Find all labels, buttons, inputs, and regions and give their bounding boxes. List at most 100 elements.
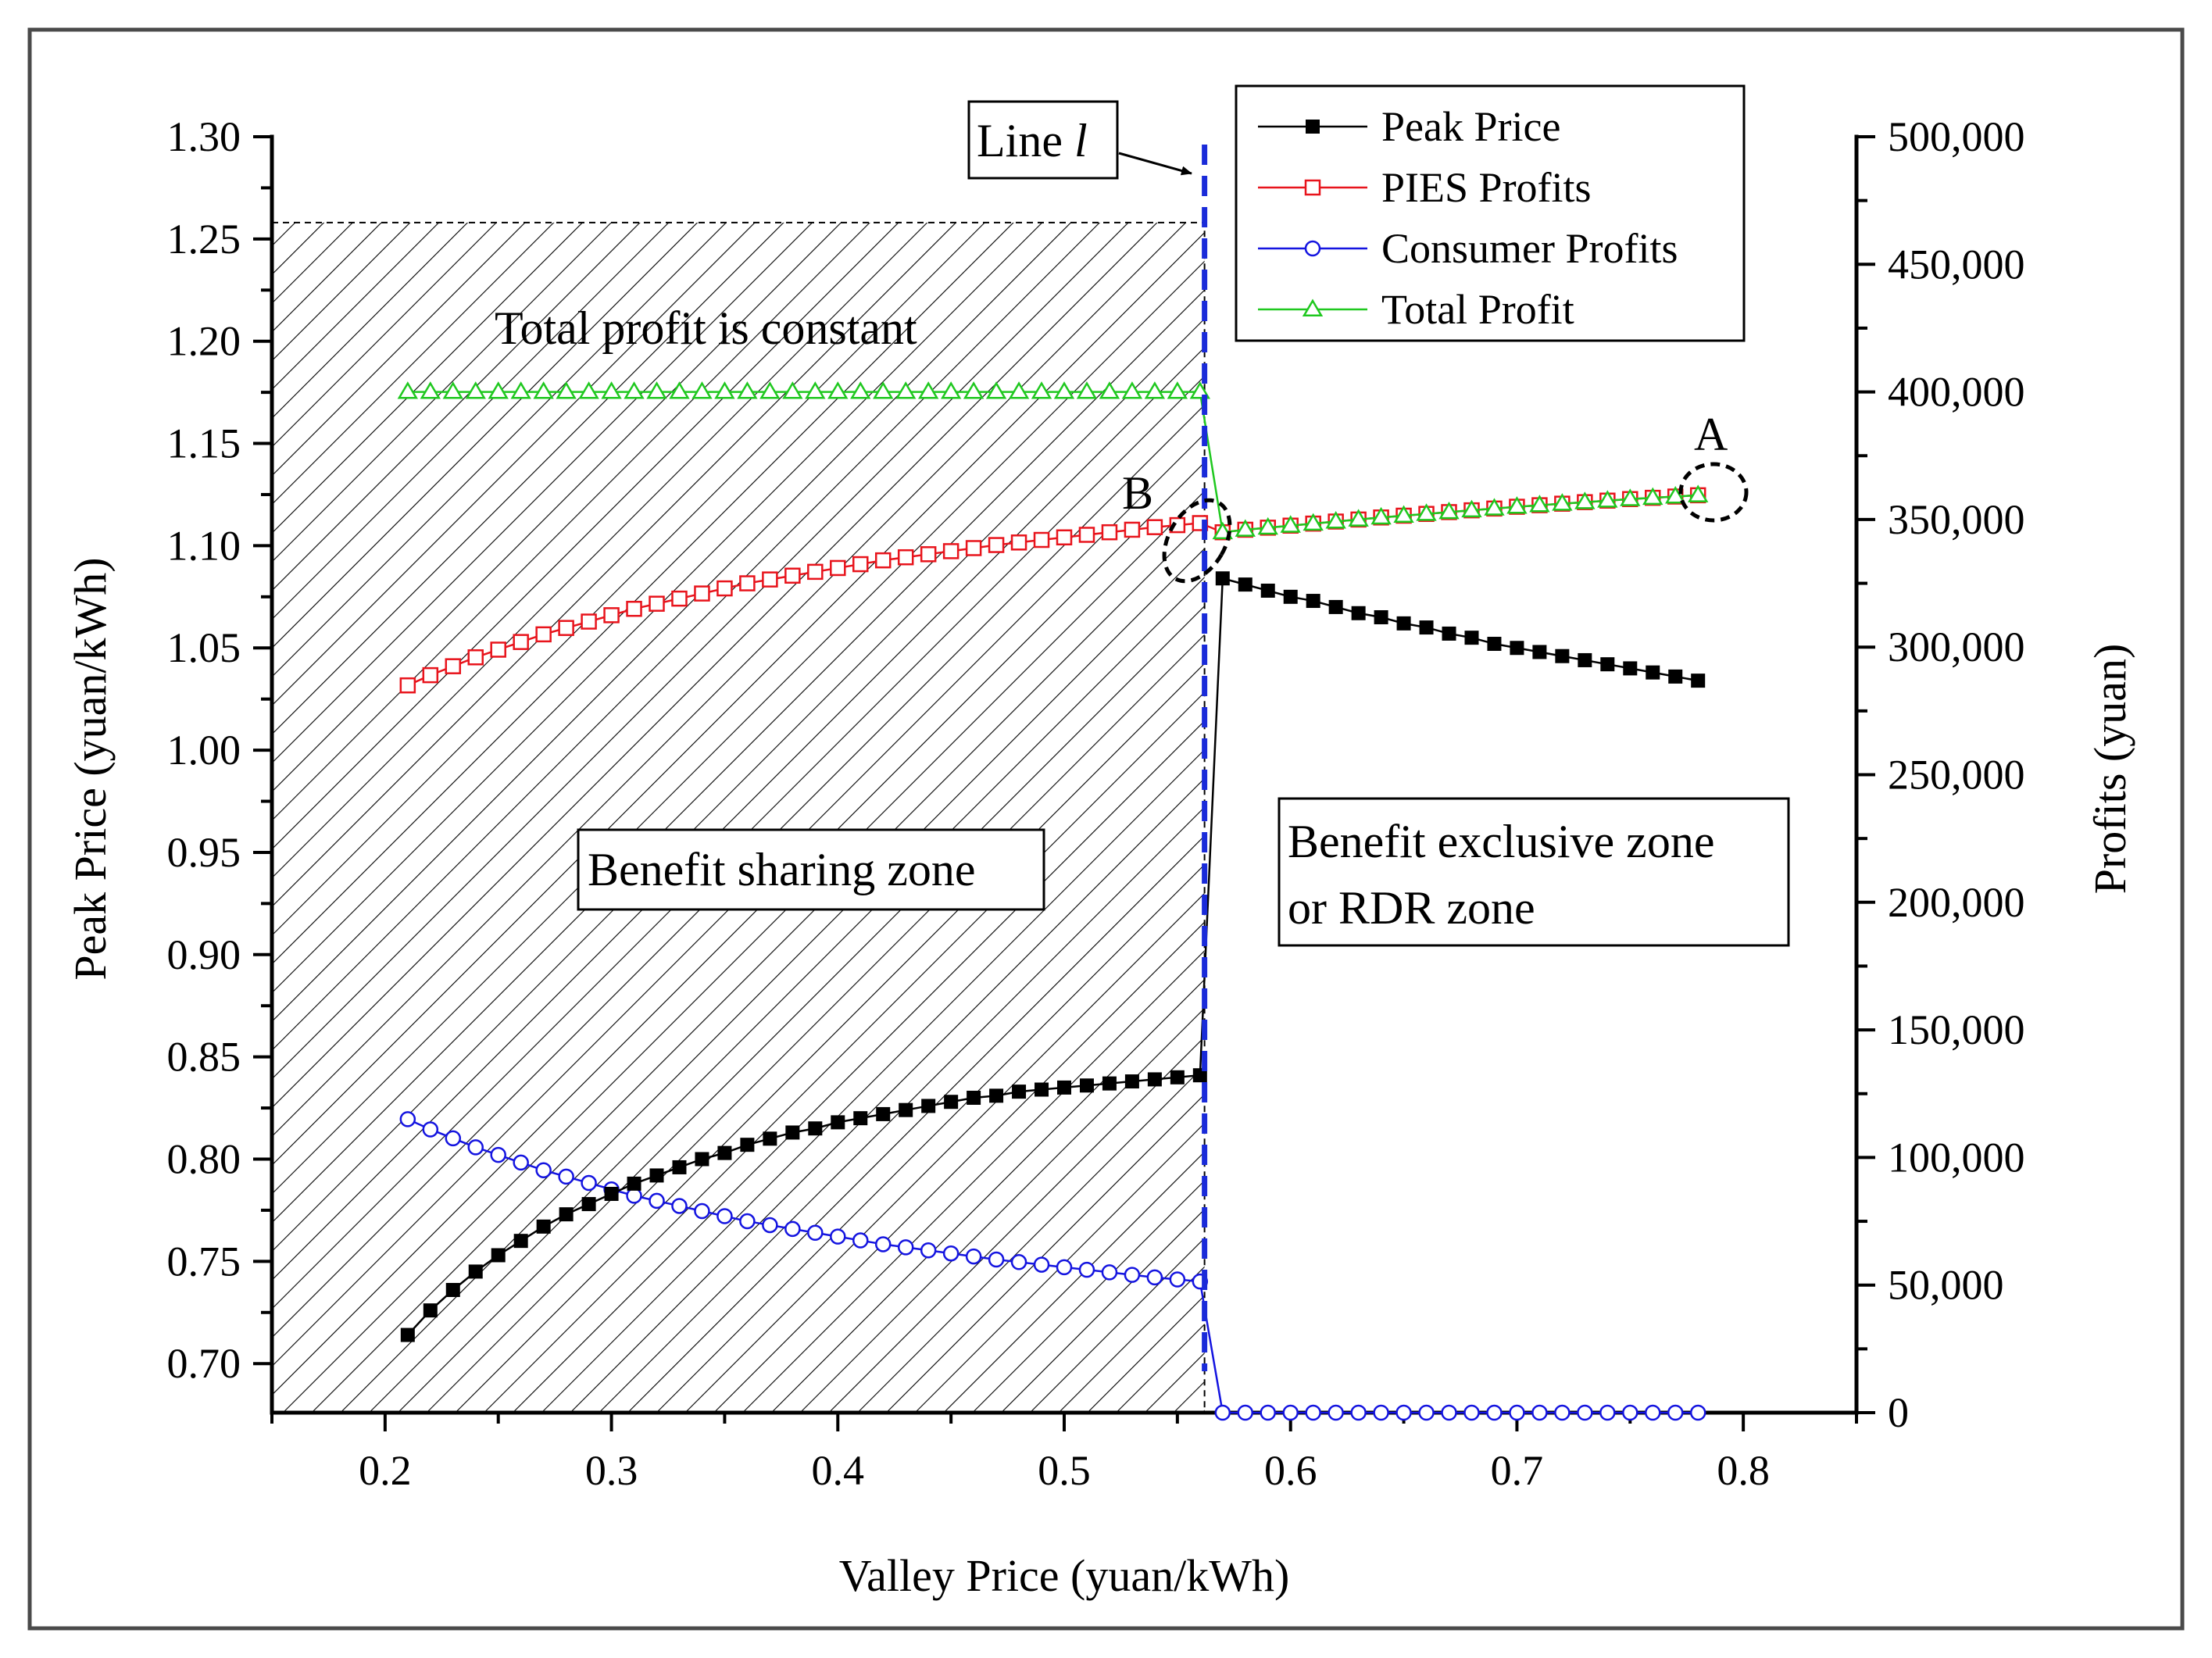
data-point	[1260, 1404, 1276, 1421]
y-right-tick-label: 500,000	[1888, 113, 2025, 160]
data-point	[624, 381, 645, 399]
data-point	[1012, 1084, 1027, 1099]
data-point	[1370, 506, 1392, 525]
data-point	[1053, 381, 1075, 399]
point-a-label: A	[1694, 409, 1728, 460]
data-point	[716, 1208, 733, 1224]
y-right-tick-label: 400,000	[1888, 369, 2025, 416]
data-point	[1622, 1404, 1638, 1421]
data-point	[1463, 1404, 1480, 1421]
data-point	[695, 1152, 709, 1167]
data-point	[1441, 1404, 1457, 1421]
data-point	[942, 543, 959, 559]
data-point	[445, 658, 462, 674]
data-point	[850, 381, 871, 399]
y-right-tick-label: 450,000	[1888, 241, 2025, 288]
data-point	[714, 381, 735, 399]
legend-item: Peak Price	[1258, 103, 1560, 150]
y-right-axis-title: Profits (yuan)	[2085, 644, 2135, 895]
data-point	[1691, 674, 1706, 688]
data-point	[1393, 505, 1414, 523]
y-left-tick-label: 1.15	[167, 420, 241, 467]
data-point	[874, 552, 892, 569]
data-point	[1057, 1080, 1071, 1095]
data-point	[942, 1245, 959, 1262]
data-point	[627, 1176, 641, 1191]
data-point	[445, 1282, 460, 1297]
data-point	[1509, 1404, 1525, 1421]
data-point	[988, 537, 1005, 553]
legend-marker	[1304, 240, 1321, 257]
benefit-exclusive-zone-label-2: or RDR zone	[1288, 882, 1535, 934]
data-point	[716, 580, 733, 597]
data-point	[1373, 1404, 1389, 1421]
data-point	[1395, 1404, 1412, 1421]
data-point	[694, 1202, 710, 1220]
data-point	[423, 1303, 438, 1318]
y-right-tick-label: 100,000	[1888, 1134, 2025, 1181]
data-point	[558, 1168, 574, 1185]
legend-item: Consumer Profits	[1258, 225, 1678, 272]
series-line	[406, 577, 1699, 1336]
data-point	[535, 1162, 552, 1178]
data-point	[422, 1121, 439, 1138]
y-left-tick-label: 1.30	[167, 113, 241, 160]
data-point	[965, 540, 982, 556]
data-point	[1597, 490, 1618, 508]
data-point	[1645, 1404, 1661, 1421]
data-point	[1646, 665, 1660, 680]
data-point	[578, 381, 599, 399]
data-point	[556, 381, 577, 399]
data-point	[921, 1099, 936, 1113]
x-tick-label: 0.5	[1038, 1447, 1091, 1494]
data-point	[1600, 657, 1615, 672]
data-point	[626, 1188, 642, 1204]
data-point	[830, 1228, 846, 1245]
data-point	[1305, 1404, 1321, 1421]
data-point	[422, 666, 439, 684]
data-point	[873, 381, 894, 399]
data-point	[1328, 1404, 1344, 1421]
data-point	[1552, 493, 1573, 511]
data-point	[989, 1088, 1004, 1103]
data-point	[1325, 511, 1346, 529]
data-point	[807, 563, 824, 581]
data-point	[581, 1174, 597, 1192]
benefit-sharing-hatched-region	[271, 221, 1206, 1413]
data-point	[1146, 519, 1163, 535]
data-point	[1464, 631, 1479, 645]
data-point	[1554, 1404, 1571, 1421]
series-line	[407, 391, 1699, 534]
data-point	[1689, 1404, 1706, 1421]
data-point	[1306, 594, 1320, 609]
x-tick-label: 0.6	[1264, 1447, 1317, 1494]
data-point	[1121, 381, 1143, 399]
data-point	[399, 1111, 416, 1127]
y-right-tick-label: 300,000	[1888, 624, 2025, 670]
data-point	[467, 649, 484, 666]
data-point	[626, 600, 642, 617]
data-point	[649, 595, 665, 612]
data-point	[1623, 661, 1638, 676]
data-point	[491, 1248, 506, 1263]
data-point	[1146, 1269, 1163, 1286]
data-point	[513, 1234, 528, 1249]
data-point	[1642, 487, 1663, 506]
x-axis-title: Valley Price (yuan/kWh)	[839, 1550, 1290, 1601]
data-point	[1056, 529, 1073, 546]
data-point	[581, 613, 597, 630]
data-point	[759, 381, 781, 399]
y-right-tick-label: 0	[1888, 1389, 1909, 1436]
data-point	[488, 381, 509, 399]
data-point	[988, 1251, 1005, 1268]
data-point	[490, 1146, 506, 1163]
data-point	[940, 381, 962, 399]
data-point	[1215, 571, 1230, 586]
legend-marker	[1304, 179, 1321, 196]
data-point	[763, 1131, 777, 1146]
data-point	[917, 381, 939, 399]
x-tick-label: 0.8	[1717, 1447, 1770, 1494]
data-point	[1056, 1259, 1073, 1276]
data-point	[1484, 498, 1505, 516]
data-point	[784, 567, 801, 584]
